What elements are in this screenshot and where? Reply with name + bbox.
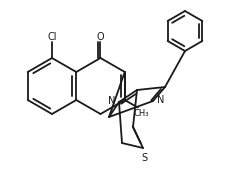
Text: O: O (97, 32, 104, 42)
Text: N: N (108, 96, 115, 106)
Text: Cl: Cl (47, 32, 57, 42)
Text: S: S (141, 153, 147, 163)
Text: CH₃: CH₃ (134, 109, 149, 118)
Text: N: N (157, 95, 164, 105)
